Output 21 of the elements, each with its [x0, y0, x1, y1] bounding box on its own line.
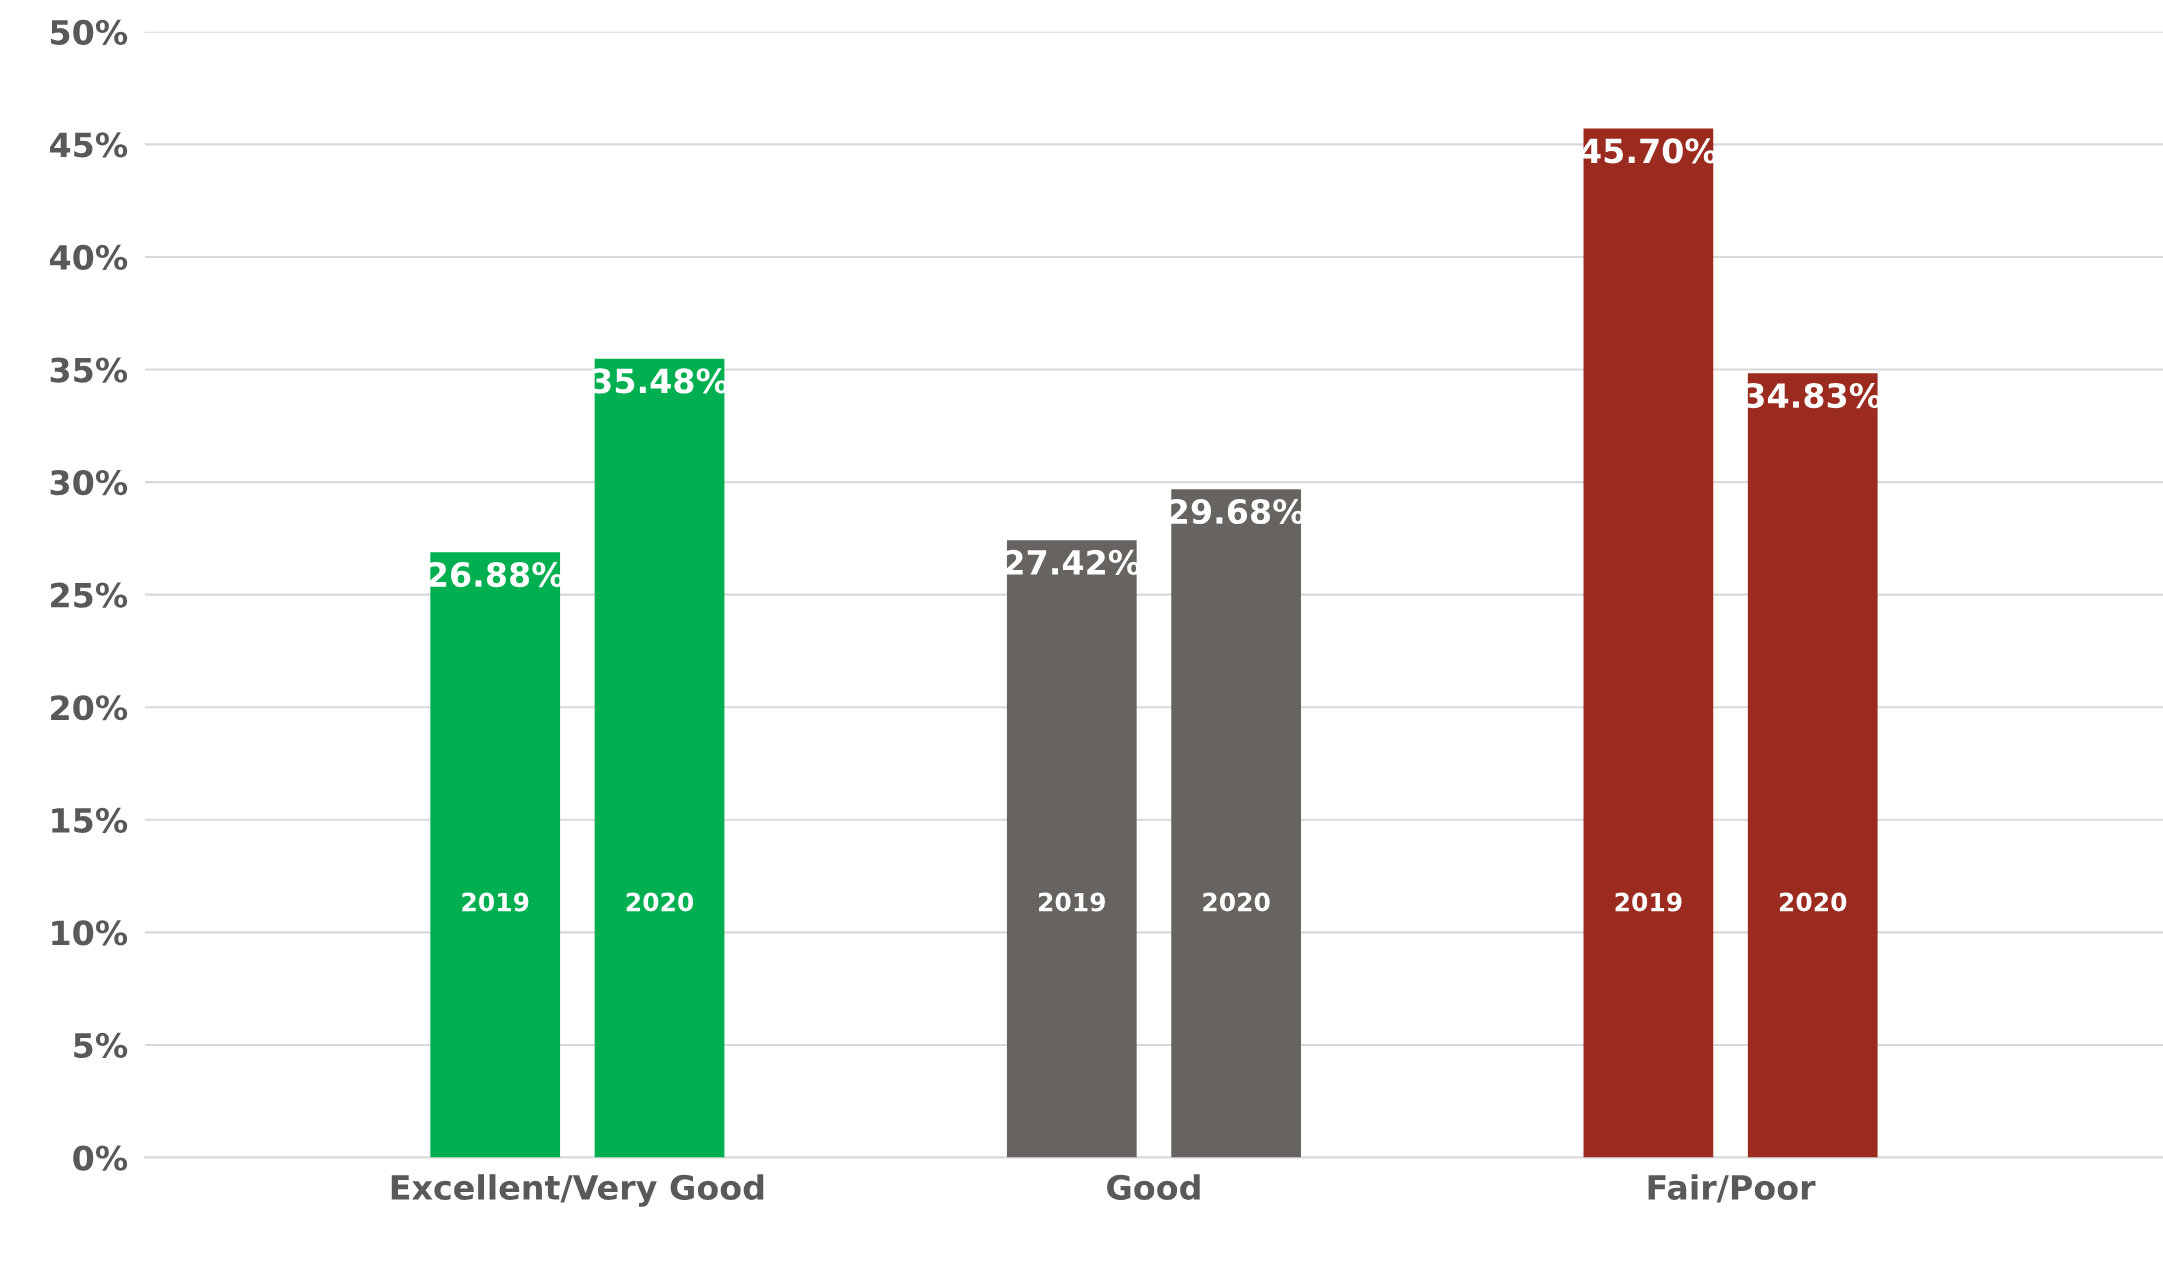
y-tick-label: 15% — [52, 807, 128, 833]
y-tick-label: 30% — [50, 470, 128, 496]
x-tick-label: Good — [1107, 1174, 1200, 1200]
y-tick-label: 40% — [49, 244, 128, 271]
x-tick-label: Fair/Poor — [1648, 1174, 1816, 1203]
y-tick-label: 35% — [50, 357, 128, 383]
text: 2020 — [1203, 892, 1270, 912]
y-tick-label: 5% — [74, 1032, 128, 1059]
y-tick-label: 0% — [73, 1145, 128, 1171]
text: 2020 — [1779, 892, 1847, 912]
series-label: 2019 — [1038, 892, 1105, 912]
series-label: 2020 — [626, 892, 694, 912]
x-tick-label: Excellent/Very Good — [391, 1174, 764, 1207]
y-tick-label: 50% — [51, 19, 128, 45]
y-tick-label: 20% — [51, 695, 128, 721]
text: 2019 — [1615, 892, 1682, 912]
text: 2019 — [462, 892, 529, 912]
data-label: 29.68% — [1169, 498, 1305, 525]
y-tick-label: 45% — [49, 132, 128, 158]
y-tick-label: 10% — [52, 920, 128, 946]
y-tick-label: 25% — [51, 582, 128, 608]
